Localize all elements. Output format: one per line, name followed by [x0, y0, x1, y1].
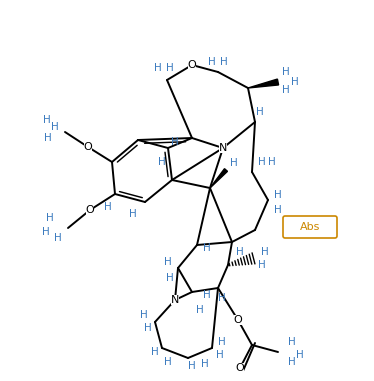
Text: H: H — [196, 305, 204, 315]
Text: H: H — [51, 122, 59, 132]
Polygon shape — [210, 169, 227, 188]
Text: O: O — [234, 315, 242, 325]
Text: H: H — [129, 209, 137, 219]
Text: H: H — [154, 63, 162, 73]
Text: H: H — [216, 350, 224, 360]
Text: H: H — [203, 290, 211, 300]
Text: H: H — [296, 350, 304, 360]
Text: H: H — [188, 361, 196, 371]
Text: H: H — [261, 247, 269, 257]
Text: O: O — [86, 205, 94, 215]
Text: H: H — [164, 357, 172, 367]
Text: H: H — [144, 323, 152, 333]
Text: H: H — [291, 77, 299, 87]
Text: H: H — [258, 157, 266, 167]
Text: Abs: Abs — [300, 222, 320, 232]
Text: H: H — [43, 115, 51, 125]
Text: H: H — [268, 157, 276, 167]
Text: N: N — [171, 295, 179, 305]
Text: N: N — [219, 143, 227, 153]
Text: H: H — [274, 190, 282, 200]
Text: H: H — [201, 359, 209, 369]
Text: O: O — [236, 363, 244, 373]
Text: H: H — [256, 107, 264, 117]
Text: H: H — [54, 233, 62, 243]
Text: H: H — [171, 137, 179, 147]
Text: H: H — [46, 213, 54, 223]
Text: O: O — [84, 142, 92, 152]
Text: H: H — [140, 310, 148, 320]
Text: H: H — [274, 205, 282, 215]
Text: H: H — [44, 133, 52, 143]
Text: H: H — [288, 357, 296, 367]
Text: H: H — [208, 57, 216, 67]
Polygon shape — [248, 79, 279, 88]
Text: O: O — [188, 60, 196, 70]
Text: H: H — [42, 227, 50, 237]
Text: H: H — [288, 337, 296, 347]
FancyBboxPatch shape — [283, 216, 337, 238]
Text: H: H — [258, 260, 266, 270]
Text: H: H — [166, 63, 174, 73]
Text: H: H — [151, 347, 159, 357]
Text: H: H — [166, 273, 174, 283]
Text: H: H — [218, 293, 226, 303]
Text: H: H — [220, 57, 228, 67]
Text: H: H — [282, 85, 290, 95]
Text: H: H — [104, 202, 112, 212]
Text: H: H — [230, 158, 238, 168]
Text: H: H — [164, 257, 172, 267]
Text: H: H — [218, 337, 226, 347]
Text: H: H — [282, 67, 290, 77]
Text: H: H — [158, 157, 166, 167]
Text: H: H — [203, 243, 211, 253]
Text: H: H — [236, 247, 244, 257]
